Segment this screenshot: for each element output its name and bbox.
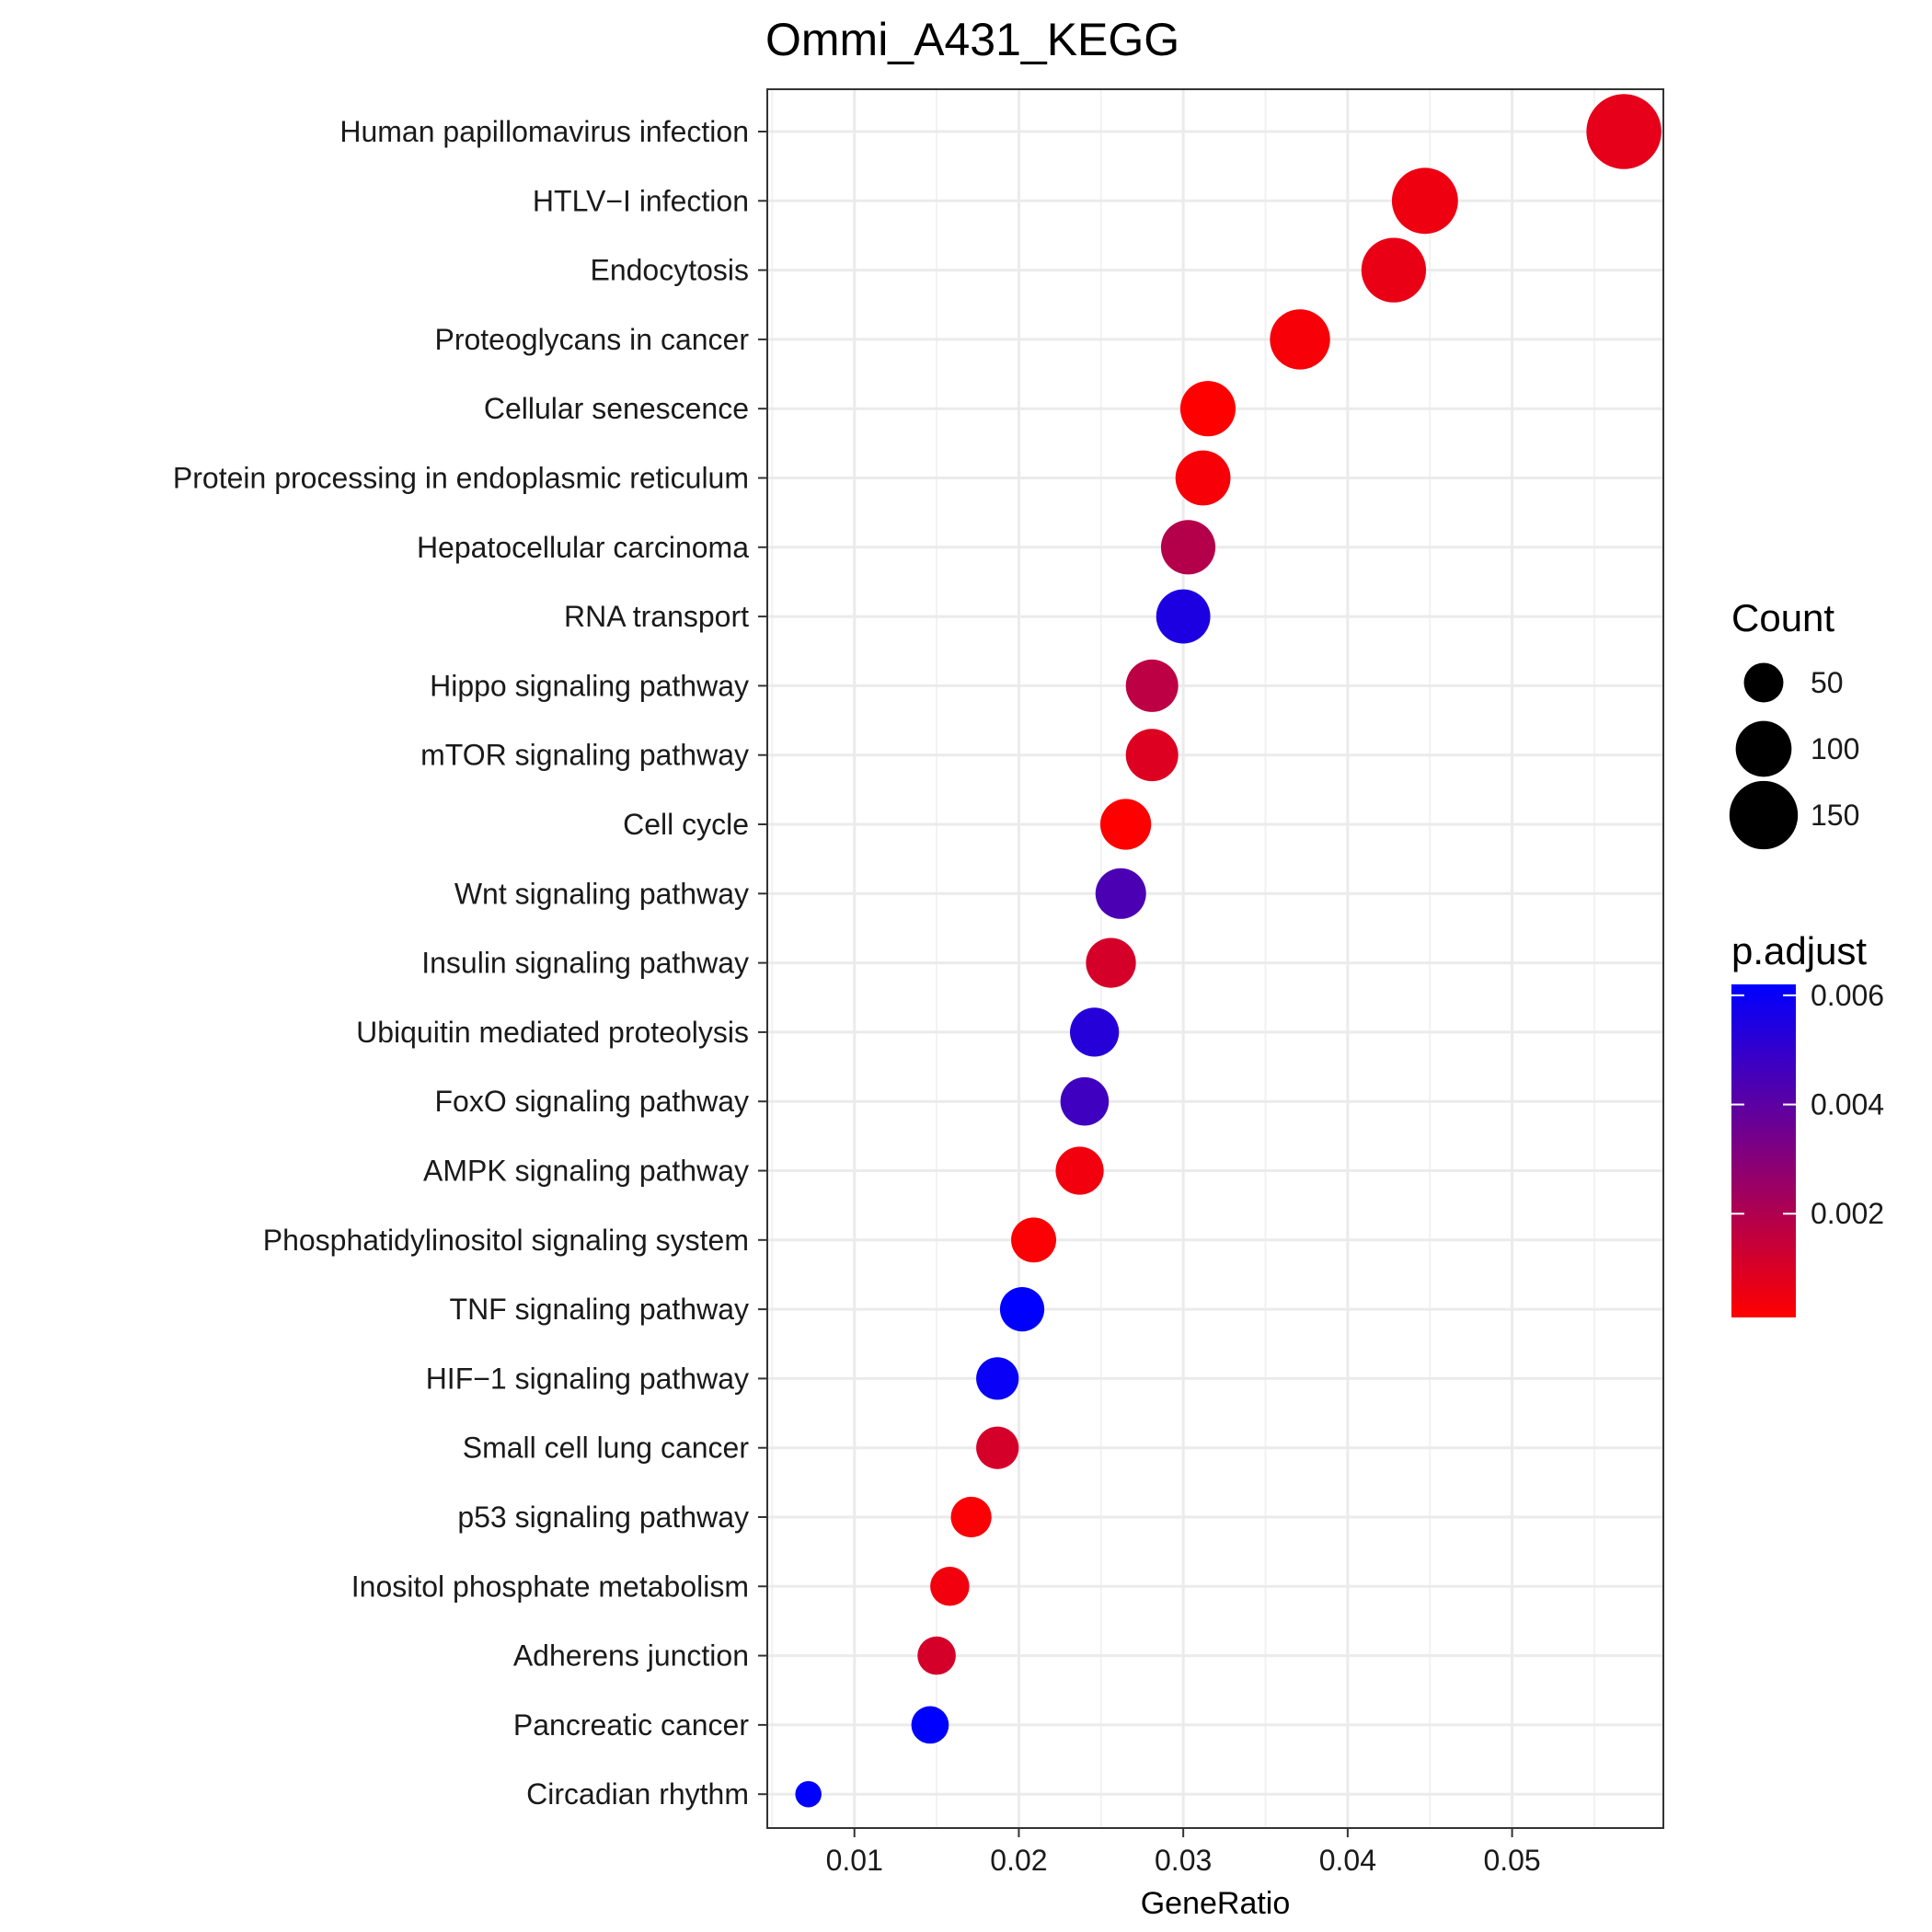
size-legend-label: 100 (1811, 732, 1859, 765)
data-point (1055, 1146, 1104, 1195)
y-tick-label: Ubiquitin mediated proteolysis (356, 1016, 749, 1049)
plot-panel (767, 89, 1663, 1828)
y-tick-label: mTOR signaling pathway (420, 739, 749, 772)
y-tick-label: Hepatocellular carcinoma (417, 531, 749, 564)
y-tick-label: Cell cycle (623, 808, 749, 841)
y-tick-label: TNF signaling pathway (450, 1293, 749, 1326)
chart-title: Ommi_A431_KEGG (765, 14, 1179, 65)
data-point (1095, 868, 1146, 919)
x-tick-label: 0.01 (826, 1844, 883, 1877)
y-tick-label: RNA transport (564, 600, 749, 633)
size-legend-label: 150 (1811, 799, 1859, 832)
data-point (1011, 1217, 1056, 1263)
data-point (1179, 381, 1236, 437)
data-point (1070, 1007, 1120, 1057)
x-tick-label: 0.02 (990, 1844, 1047, 1877)
y-axis: Human papillomavirus infection HTLV−I inf… (173, 115, 767, 1811)
x-axis-title: GeneRatio (1141, 1886, 1291, 1921)
y-tick-label: HIF−1 signaling pathway (426, 1362, 749, 1395)
x-tick-label: 0.04 (1319, 1844, 1376, 1877)
data-point (1125, 729, 1179, 782)
color-bar (1731, 984, 1796, 1317)
x-tick-label: 0.03 (1155, 1844, 1212, 1877)
size-legend: Count 50 100 150 (1729, 596, 1859, 850)
y-tick-label: Cellular senescence (484, 392, 749, 425)
y-tick-label: p53 signaling pathway (457, 1501, 749, 1534)
y-tick-label: Hippo signaling pathway (430, 669, 749, 702)
size-legend-key (1735, 720, 1792, 777)
x-axis: 0.01 0.02 0.03 0.04 0.05 (826, 1828, 1541, 1877)
color-legend-label: 0.002 (1811, 1197, 1884, 1230)
data-point (1586, 94, 1662, 169)
data-point (911, 1706, 949, 1744)
data-point (795, 1780, 822, 1808)
y-tick-label: Endocytosis (590, 254, 749, 287)
data-point (1125, 659, 1179, 712)
data-point (917, 1636, 956, 1675)
y-tick-label: HTLV−I infection (533, 184, 749, 217)
size-legend-key (1729, 780, 1799, 850)
y-tick-label: Pancreatic cancer (513, 1708, 749, 1742)
data-point (1099, 799, 1152, 850)
size-legend-label: 50 (1811, 666, 1844, 699)
data-point (1175, 450, 1231, 506)
data-points (795, 94, 1662, 1808)
size-legend-title: Count (1731, 596, 1834, 639)
data-point (1060, 1076, 1110, 1126)
y-tick-label: Insulin signaling pathway (421, 947, 749, 980)
data-point (1391, 167, 1458, 235)
y-tick-label: Protein processing in endoplasmic reticu… (173, 462, 749, 495)
color-legend-label: 0.004 (1811, 1088, 1884, 1121)
y-tick-label: Inositol phosphate metabolism (351, 1570, 749, 1603)
data-point (1270, 309, 1330, 370)
data-point (950, 1496, 992, 1538)
data-point (999, 1287, 1045, 1332)
color-legend: p.adjust 0.006 0.004 0.002 (1731, 929, 1884, 1317)
size-legend-key (1743, 662, 1784, 703)
y-tick-label: FoxO signaling pathway (434, 1085, 749, 1118)
color-legend-title: p.adjust (1731, 929, 1867, 972)
data-point (930, 1567, 970, 1606)
y-tick-label: Small cell lung cancer (463, 1432, 750, 1465)
data-point (1361, 237, 1427, 303)
data-point (976, 1357, 1019, 1400)
y-tick-label: Wnt signaling pathway (454, 877, 749, 910)
panel-border (766, 88, 1664, 1829)
color-legend-label: 0.006 (1811, 979, 1884, 1012)
data-point (1160, 520, 1216, 575)
y-tick-label: AMPK signaling pathway (423, 1155, 749, 1188)
y-tick-label: Adherens junction (513, 1639, 749, 1673)
y-tick-label: Human papillomavirus infection (339, 115, 749, 148)
x-tick-label: 0.05 (1483, 1844, 1540, 1877)
data-point (976, 1426, 1019, 1469)
y-tick-label: Proteoglycans in cancer (434, 323, 749, 356)
y-tick-label: Circadian rhythm (526, 1777, 749, 1811)
data-point (1086, 937, 1136, 988)
y-tick-label: Phosphatidylinositol signaling system (263, 1224, 749, 1257)
data-point (1156, 589, 1211, 644)
